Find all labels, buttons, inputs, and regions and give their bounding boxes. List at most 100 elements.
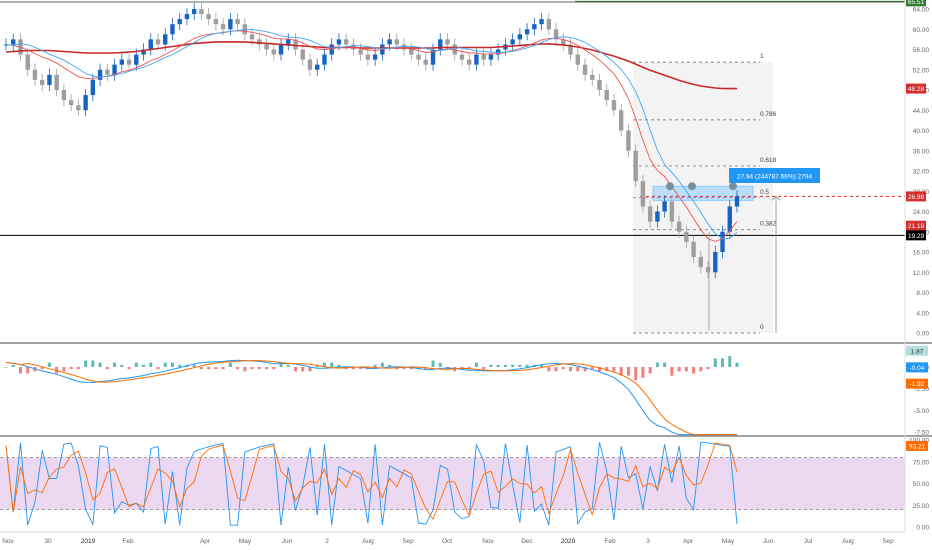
macd-histogram-bar — [648, 367, 652, 374]
macd-histogram-bar — [214, 367, 218, 370]
candle-body — [590, 74, 595, 80]
macd-histogram-bar — [40, 367, 44, 370]
macd-histogram-bar — [540, 364, 544, 367]
macd-histogram-bar — [525, 364, 529, 367]
price-tick-label: 16.00 — [913, 250, 930, 257]
candle-body — [517, 34, 523, 40]
candle-body — [39, 79, 45, 85]
macd-badge-label: -1.92 — [910, 381, 925, 388]
candle-body — [329, 44, 334, 55]
candle-body — [618, 110, 624, 131]
macd-histogram-bar — [706, 367, 710, 370]
stoch-tick-label: 0.00 — [916, 525, 929, 532]
time-axis[interactable]: Nov 30 2019 Feb Apr May Jun 2 Aug Sep Oct Nov Dec 202… — [0, 531, 905, 545]
macd-histogram-bar — [322, 362, 326, 367]
price-tick-label: 8.00 — [916, 290, 929, 297]
candle-body — [358, 49, 363, 55]
fib-level-label: 0.5 — [760, 189, 769, 196]
ema-mid-line[interactable] — [5, 29, 738, 240]
macd-histogram-bar — [453, 367, 457, 372]
time-axis-label: 30 — [44, 538, 52, 545]
macd-histogram-bar — [308, 367, 312, 372]
price-tick-label: 24.00 — [913, 209, 930, 216]
macd-histogram-bar — [178, 364, 182, 367]
time-axis-label: Sep — [402, 538, 414, 545]
macd-signal-line[interactable] — [5, 359, 737, 436]
price-badge-label: 19.29 — [908, 233, 925, 240]
touch-marker-icon — [729, 182, 737, 191]
candle-body — [409, 49, 414, 55]
candle-body — [112, 64, 117, 75]
price-tick-label: 64.00 — [913, 7, 930, 14]
candle-body — [546, 19, 552, 30]
candle-body — [633, 150, 638, 182]
candle-body — [148, 39, 153, 50]
macd-histogram-bar — [634, 367, 638, 380]
macd-histogram-bar — [156, 367, 160, 370]
macd-histogram-bar — [612, 367, 616, 372]
candle-body — [286, 39, 291, 45]
price-badge-label: 26.98 — [908, 194, 925, 201]
macd-histogram-bar — [547, 367, 551, 372]
time-axis-label: Sep — [882, 538, 894, 545]
candle-body — [423, 59, 428, 65]
macd-histogram-bar — [503, 364, 507, 367]
macd-histogram-bar — [663, 362, 667, 367]
candle-body — [47, 74, 52, 85]
fib-level-label: 0 — [760, 324, 764, 331]
candle-body — [105, 69, 110, 75]
time-axis-label: Oct — [442, 538, 452, 545]
price-pane[interactable]: 64.0060.0056.0052.0048.0044.0040.0036.00… — [0, 0, 929, 338]
time-axis-label: Nov — [2, 538, 14, 545]
time-axis-label: Nov — [482, 538, 494, 545]
price-tick-label: 0.00 — [916, 331, 929, 338]
macd-histogram-bar — [265, 367, 269, 370]
macd-histogram-bar — [721, 358, 725, 367]
macd-pane[interactable]: 0.00-2.50-5.00-7.501.87-0.04-1.92 — [4, 345, 930, 437]
candle-body — [394, 39, 400, 45]
sma-200-line[interactable] — [5, 41, 737, 90]
candle-body — [640, 181, 646, 207]
macd-histogram-bar — [286, 364, 290, 367]
price-badge-label: 21.19 — [908, 223, 925, 230]
macd-histogram-bar — [699, 367, 703, 372]
candle-body — [604, 90, 609, 101]
price-badge — [906, 220, 926, 231]
measure-label-box[interactable] — [729, 168, 820, 183]
candle-body — [727, 206, 732, 232]
candle-body — [25, 54, 30, 70]
macd-histogram-bar — [127, 367, 131, 370]
macd-histogram-bar — [163, 362, 167, 367]
stoch-d-line[interactable] — [5, 442, 738, 521]
ema-short-line[interactable] — [5, 30, 738, 242]
candle-body — [452, 44, 457, 55]
candle-body — [676, 221, 682, 232]
candle-body — [713, 252, 718, 273]
fib-level-label: 0.382 — [760, 221, 777, 228]
macd-histogram-bar — [91, 360, 95, 367]
macd-histogram-bar — [692, 367, 696, 374]
measure-arrow-head — [771, 195, 781, 201]
macd-histogram-bar — [84, 360, 88, 367]
macd-histogram-bar — [569, 367, 573, 372]
macd-histogram-bar — [597, 367, 601, 372]
macd-histogram-bar — [26, 367, 30, 374]
macd-histogram-bar — [388, 364, 392, 367]
candle-body — [626, 130, 631, 151]
candle-body — [416, 54, 421, 60]
macd-badge — [906, 345, 928, 356]
candle-body — [83, 95, 88, 111]
candle-body — [575, 54, 580, 65]
candle-body — [597, 79, 602, 90]
candle-body — [488, 54, 494, 60]
macd-histogram-bar — [670, 367, 674, 376]
macd-histogram-bar — [474, 362, 478, 367]
macd-histogram-bar — [149, 362, 153, 367]
macd-line[interactable] — [5, 359, 737, 436]
macd-histogram-bar — [583, 367, 587, 372]
price-tick-label: 56.00 — [913, 47, 930, 54]
stoch-badge — [906, 440, 928, 451]
candle-body — [119, 59, 125, 65]
